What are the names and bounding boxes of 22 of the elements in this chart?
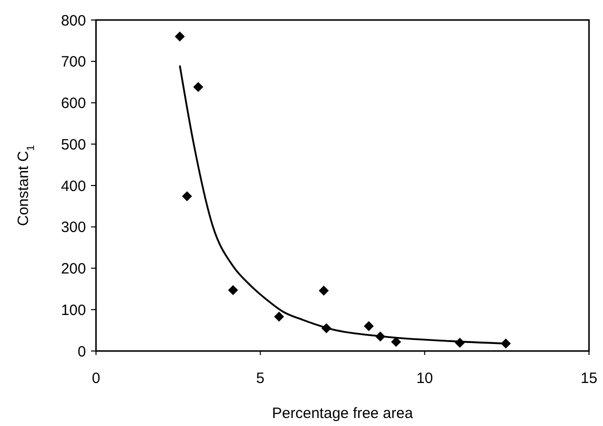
y-tick-label: 600 — [60, 95, 86, 112]
y-tick-label: 800 — [60, 12, 86, 30]
x-tick-label: 5 — [256, 370, 265, 387]
y-tick-label: 700 — [60, 54, 86, 71]
point — [318, 286, 329, 296]
point — [228, 285, 238, 296]
point — [364, 321, 374, 332]
point — [274, 312, 284, 322]
x-tick-label: 15 — [580, 370, 598, 387]
y-tick-label: 400 — [60, 178, 86, 195]
y-tick-label: 0 — [78, 343, 86, 360]
y-tick-label: 300 — [60, 219, 86, 236]
point — [174, 32, 185, 42]
point — [193, 82, 204, 92]
point — [182, 191, 192, 202]
x-axis-title: Percentage free area — [272, 405, 414, 422]
point — [391, 336, 402, 347]
y-tick-label: 100 — [60, 302, 86, 319]
y-tick-label: 500 — [60, 136, 86, 154]
x-tick-label: 0 — [92, 370, 100, 387]
x-tick-label: 10 — [416, 370, 434, 387]
y-tick-label: 200 — [60, 260, 86, 278]
